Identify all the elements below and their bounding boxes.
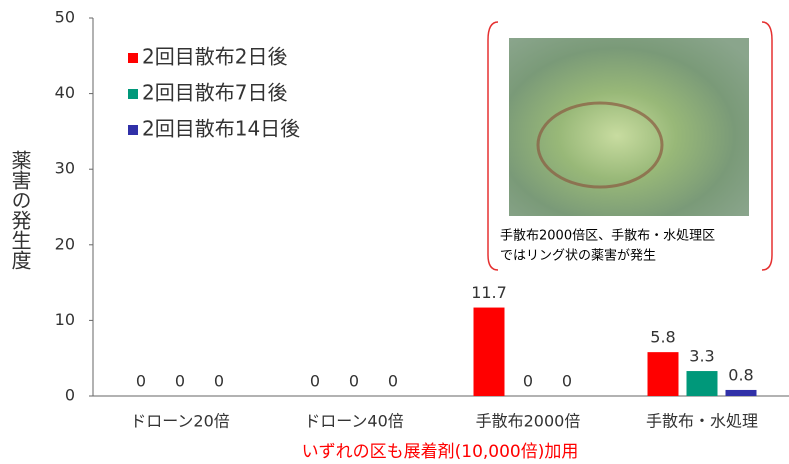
bar [726, 390, 757, 396]
legend-label: 2回目散布14日後 [142, 117, 300, 141]
chart: 薬害の発生度 いずれの区も展着剤(10,000倍)加用 手散布2000倍区、手散… [0, 0, 789, 464]
x-tick-label: 手散布・水処理 [646, 412, 758, 431]
y-tick-label: 40 [55, 83, 75, 102]
legend-label: 2回目散布7日後 [142, 81, 287, 105]
legend-swatch [128, 53, 138, 63]
y-tick-label: 0 [65, 386, 75, 405]
legend-swatch [128, 89, 138, 99]
x-tick-label: 手散布2000倍 [476, 412, 581, 431]
bracket [488, 22, 498, 270]
value-label: 5.8 [650, 328, 675, 347]
y-tick-label: 30 [55, 159, 75, 178]
x-tick-label: ドローン20倍 [130, 412, 230, 431]
value-label: 0 [388, 372, 398, 391]
value-label: 0 [214, 372, 224, 391]
annotation: 手散布2000倍区、手散布・水処理区 [500, 229, 715, 244]
value-label: 0 [523, 372, 533, 391]
legend-label: 2回目散布2日後 [142, 45, 287, 69]
y-tick-label: 50 [55, 8, 75, 27]
bar [687, 371, 718, 396]
value-label: 0.8 [728, 365, 753, 384]
legend-swatch [128, 125, 138, 135]
bracket [762, 22, 772, 270]
y-tick-label: 10 [55, 310, 75, 329]
x-tick-label: ドローン40倍 [304, 412, 404, 431]
value-label: 0 [310, 372, 320, 391]
value-label: 0 [562, 372, 572, 391]
y-tick-label: 20 [55, 234, 75, 253]
value-label: 3.3 [689, 347, 714, 366]
bar [474, 308, 505, 396]
bar [648, 352, 679, 396]
value-label: 0 [136, 372, 146, 391]
value-label: 11.7 [471, 283, 507, 302]
y-axis-label: 薬害の発生度 [8, 150, 32, 270]
annotation: ではリング状の薬害が発生 [500, 248, 656, 264]
value-label: 0 [175, 372, 185, 391]
value-label: 0 [349, 372, 359, 391]
x-axis-label: いずれの区も展着剤(10,000倍)加用 [302, 442, 579, 462]
